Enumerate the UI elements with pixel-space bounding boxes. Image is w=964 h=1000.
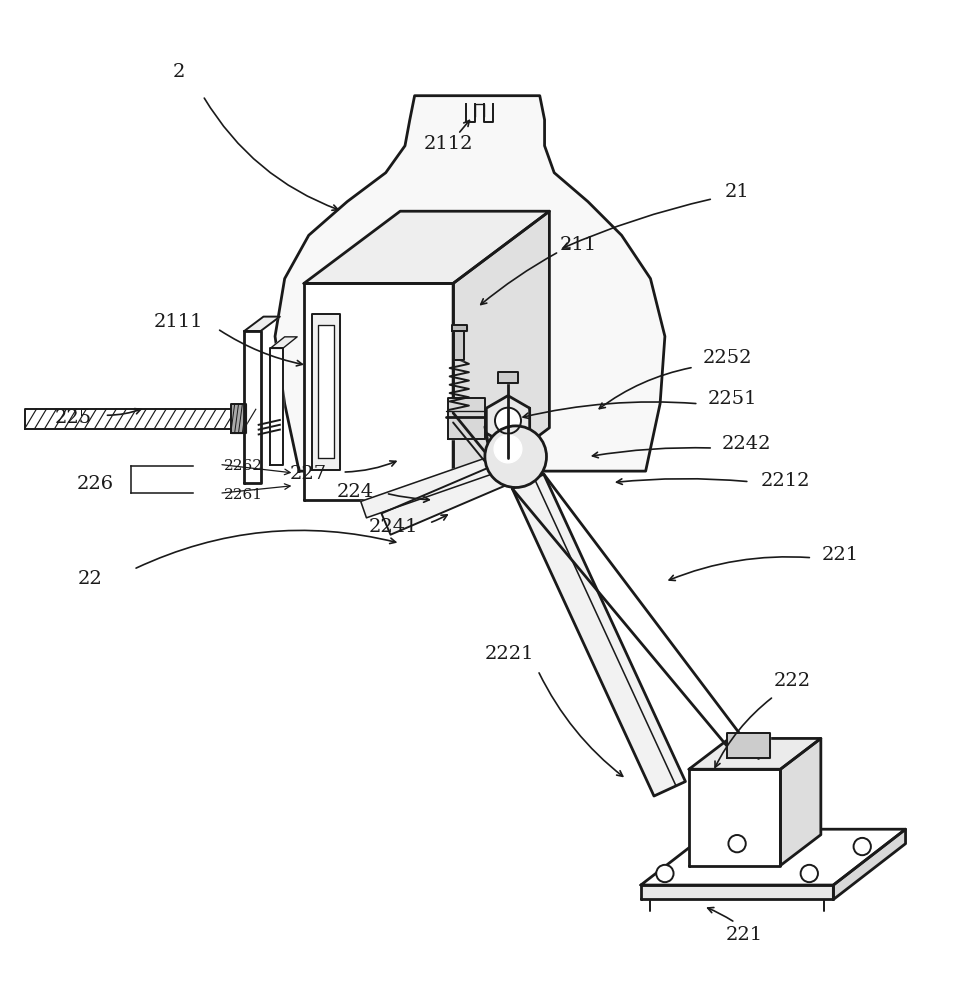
- Text: 224: 224: [336, 483, 373, 501]
- Circle shape: [729, 835, 746, 852]
- Polygon shape: [454, 331, 464, 360]
- Text: 2221: 2221: [484, 645, 534, 663]
- Polygon shape: [781, 738, 820, 866]
- Text: 2241: 2241: [368, 518, 418, 536]
- Polygon shape: [727, 733, 770, 758]
- Polygon shape: [498, 372, 518, 383]
- Polygon shape: [453, 211, 549, 500]
- Circle shape: [495, 435, 522, 463]
- Text: 2262: 2262: [224, 459, 263, 473]
- Text: 22: 22: [78, 570, 102, 588]
- Text: 2251: 2251: [708, 390, 757, 408]
- Text: 227: 227: [290, 465, 328, 483]
- Polygon shape: [641, 885, 833, 899]
- Circle shape: [485, 426, 547, 487]
- Polygon shape: [244, 317, 280, 331]
- Text: 2242: 2242: [722, 435, 771, 453]
- Polygon shape: [486, 396, 529, 446]
- Polygon shape: [689, 769, 781, 866]
- Polygon shape: [448, 398, 485, 439]
- Polygon shape: [833, 829, 905, 899]
- Polygon shape: [641, 829, 905, 885]
- Circle shape: [656, 865, 674, 882]
- Polygon shape: [230, 404, 246, 433]
- Polygon shape: [512, 474, 685, 796]
- Text: 2111: 2111: [154, 313, 203, 331]
- Polygon shape: [382, 465, 505, 535]
- Text: 21: 21: [725, 183, 749, 201]
- Polygon shape: [275, 96, 665, 471]
- Polygon shape: [244, 331, 260, 483]
- Circle shape: [801, 865, 817, 882]
- Text: 221: 221: [725, 926, 763, 944]
- Polygon shape: [318, 325, 334, 458]
- Polygon shape: [361, 449, 519, 518]
- Text: 2212: 2212: [761, 472, 810, 490]
- Text: 2261: 2261: [224, 488, 263, 502]
- Text: 222: 222: [773, 672, 811, 690]
- Text: 2: 2: [173, 63, 185, 81]
- Polygon shape: [304, 211, 549, 283]
- Text: 221: 221: [821, 546, 859, 564]
- Text: 211: 211: [560, 236, 597, 254]
- Text: 2252: 2252: [703, 349, 752, 367]
- Text: 2112: 2112: [423, 135, 473, 153]
- Polygon shape: [689, 738, 820, 769]
- Polygon shape: [304, 283, 453, 500]
- Polygon shape: [451, 325, 467, 331]
- Circle shape: [495, 408, 521, 434]
- Text: 225: 225: [54, 409, 92, 427]
- Polygon shape: [270, 337, 297, 348]
- Polygon shape: [311, 314, 340, 470]
- Polygon shape: [270, 348, 282, 465]
- Circle shape: [853, 838, 870, 855]
- Text: 226: 226: [76, 475, 114, 493]
- Polygon shape: [25, 409, 244, 429]
